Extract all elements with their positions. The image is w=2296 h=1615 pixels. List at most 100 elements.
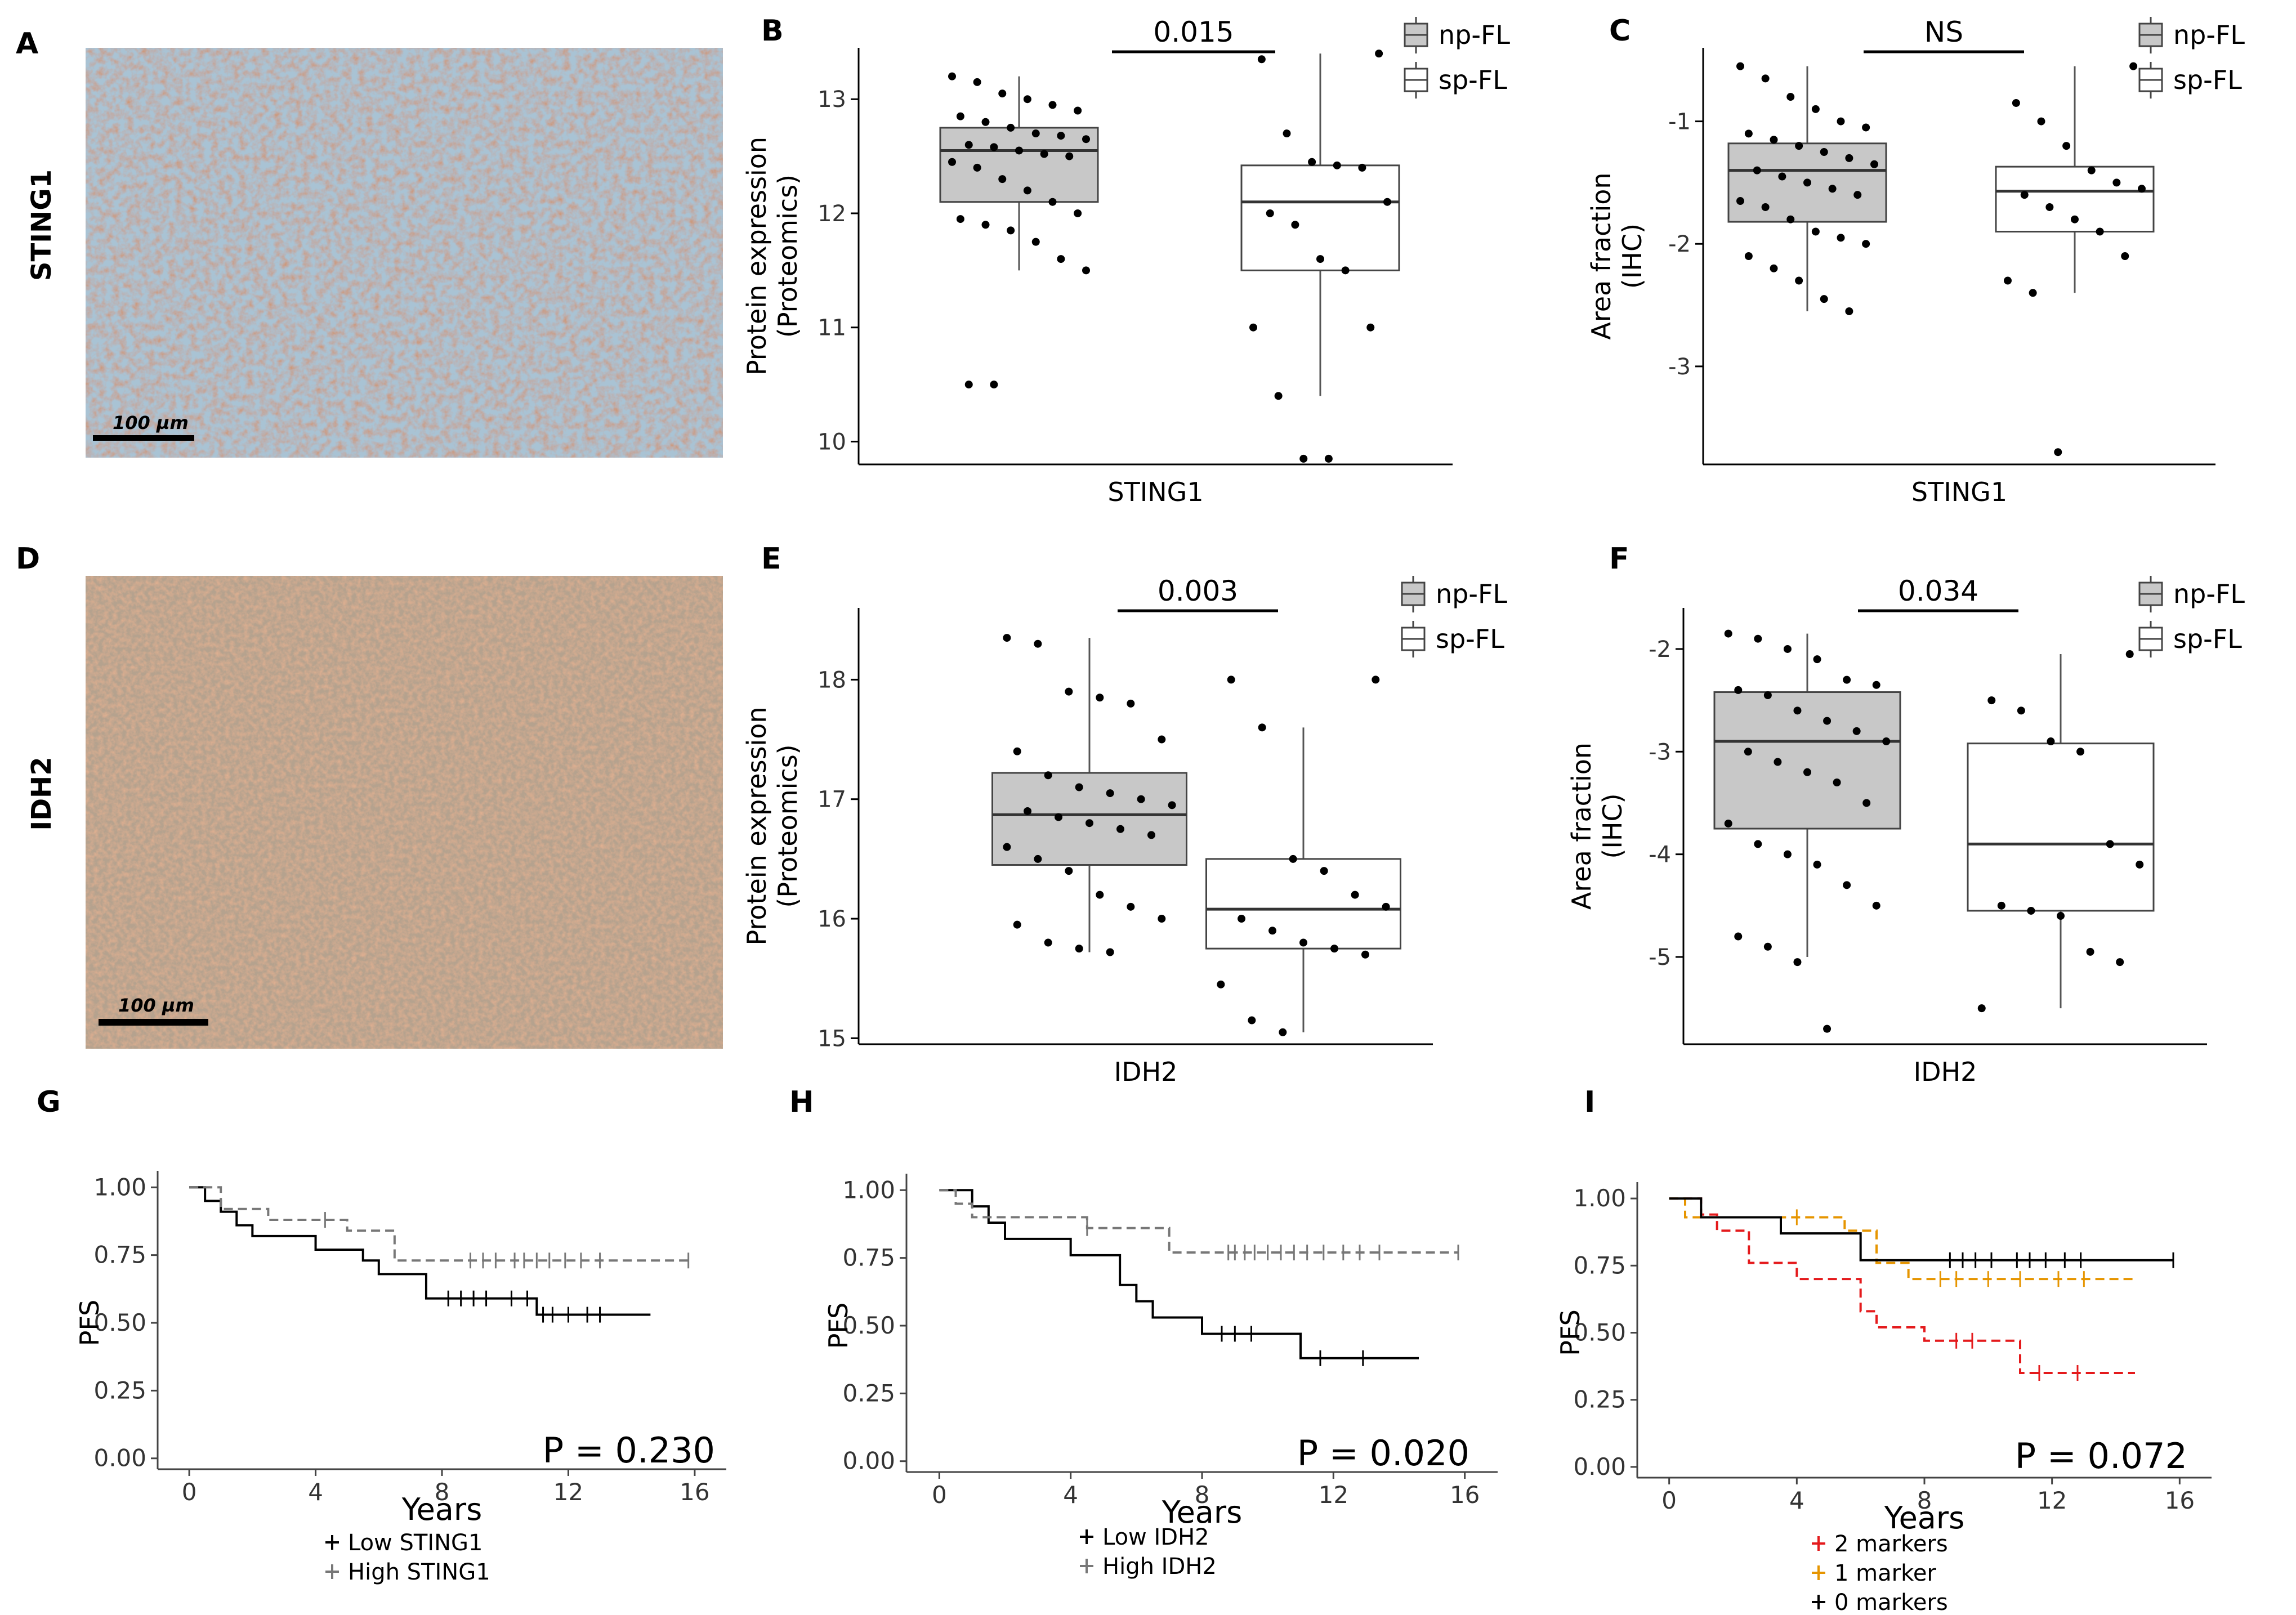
panel-i-x-label: Years [1884,1500,1964,1536]
micrograph-idh2-image [86,576,723,1049]
panel-f-y-tick-label: -5 [1649,945,1671,970]
panel-b-y-tick-label: 12 [818,201,846,227]
micrograph-sting1-row-label: STING1 [26,169,57,281]
panel-f-point [1977,1004,1986,1013]
panel-label-e: E [761,542,781,576]
panel-b-point [1283,129,1291,138]
panel-f-point [2086,947,2094,956]
panel-h-x-tick-label: 8 [1195,1481,1210,1509]
panel-e-y-tick-label: 18 [818,667,846,693]
panel-b-point [981,118,990,126]
panel-c-y-tick-label: -1 [1668,109,1691,135]
panel-b-y-tick-label: 10 [818,429,846,455]
panel-c-point [1736,197,1744,205]
panel-f-point [1763,691,1772,699]
panel-h-x-label: Years [1162,1495,1242,1530]
panel-f-point [2057,912,2065,920]
panel-h-y-label: PFS [823,1303,854,1349]
panel-e-point [1238,915,1246,923]
panel-c-point [1744,252,1753,260]
panel-i-y-label: PFS [1555,1309,1585,1356]
panel-e-point [1217,980,1225,988]
panel-e-x-label: IDH2 [1114,1057,1178,1087]
panel-b-point [964,381,973,389]
panel-g-y-label: PFS [74,1300,105,1346]
panel-e-point [1106,948,1114,956]
km-plot-sting1: 0.00 0.25 0.50 0.75 1.00 0 4 8 12 16 PFS Years P = 0… [74,1171,726,1585]
panel-g-y-tick-label: 0.25 [93,1376,146,1404]
panel-g-x-tick-label: 16 [680,1478,709,1506]
panel-e-point [1096,694,1104,702]
panel-e-point [1003,634,1011,642]
panel-b-y-label-line2: (Proteomics) [772,175,803,338]
panel-c-point [2054,448,2062,457]
boxplot-idh2-ihc: -2 -3 -4 -5 Area fraction (IHC) IDH2 0.034 np-FL… [1566,575,2245,1087]
panel-e-point [1065,687,1073,696]
panel-e-point [1382,902,1390,911]
panel-c-point [2071,215,2079,223]
panel-e-point [1024,807,1032,815]
panel-c-point [1820,148,1828,156]
panel-f-y-label-line1: Area fraction [1566,742,1597,910]
panel-b-x-label: STING1 [1107,477,1203,507]
panel-h-x-tick-label: 4 [1063,1481,1078,1509]
micrograph-sting1-image [86,48,723,458]
panel-b-point [1031,238,1040,246]
panel-c-point [1744,129,1753,138]
panel-b-point [1048,198,1057,206]
panel-c-point [2020,191,2029,199]
panel-f-point [1882,737,1891,746]
panel-f-point [1763,942,1772,951]
panel-h-x-tick-label: 16 [1450,1481,1480,1509]
micrograph-idh2-row-label: IDH2 [26,757,57,830]
panel-label-b: B [761,14,784,48]
panel-g-p-value: P = 0.230 [543,1430,715,1471]
panel-b-point [998,90,1007,98]
panel-f-point [1793,706,1802,715]
panel-h-y-tick-label: 0.75 [842,1244,895,1272]
panel-c-point [2121,252,2129,260]
panel-f-point [2106,840,2114,848]
panel-i-x-tick-label: 12 [2037,1487,2067,1514]
panel-i-p-value: P = 0.072 [2015,1435,2187,1477]
panel-e-point [1096,891,1104,899]
panel-c-point [1753,166,1761,175]
panel-b-point [1274,392,1283,400]
panel-f-point [2047,737,2055,746]
panel-f-y-label-line2: (IHC) [1597,793,1628,858]
panel-e-y-tick-label: 16 [818,906,846,932]
panel-g-x-tick-label: 4 [308,1478,323,1506]
panel-h-curve-0 [939,1189,1419,1359]
panel-g-legend-label: High STING1 [348,1559,490,1585]
panel-c-point [2087,166,2096,175]
micrograph-idh2: 100 µm IDH2 [26,576,723,1049]
panel-c-y-label-line1: Area fraction [1586,172,1616,339]
panel-label-a: A [16,27,38,61]
panel-g-x-label: Years [401,1492,482,1527]
panel-b-legend-label: sp-FL [1439,65,1507,95]
panel-c-point [2045,203,2054,211]
panel-f-point [2136,860,2144,869]
panel-b-point [956,215,964,223]
panel-b-point [1040,150,1048,158]
panel-f-point [1843,675,1851,684]
panel-b-point [1057,132,1065,140]
panel-c-point [1811,227,1820,236]
panel-f-y-tick-label: -2 [1649,637,1671,663]
panel-f-box-np-fl [1713,691,1901,830]
panel-e-point [1013,747,1021,755]
panel-b-point [1031,129,1040,138]
panel-h-y-tick-label: 0.50 [842,1312,895,1339]
panel-e-point [1289,855,1297,863]
panel-f-point [2017,706,2025,715]
panel-b-point [1023,186,1031,195]
panel-c-point [1736,62,1744,70]
micrograph-sting1-scale-label: 100 µm [113,412,189,433]
panel-e-point [1127,699,1135,708]
panel-e-point [1034,855,1042,863]
panel-b-point [990,143,998,151]
panel-h-x-tick-label: 12 [1319,1481,1348,1509]
panel-e-point [1075,783,1083,791]
panel-b-point [1023,95,1031,104]
